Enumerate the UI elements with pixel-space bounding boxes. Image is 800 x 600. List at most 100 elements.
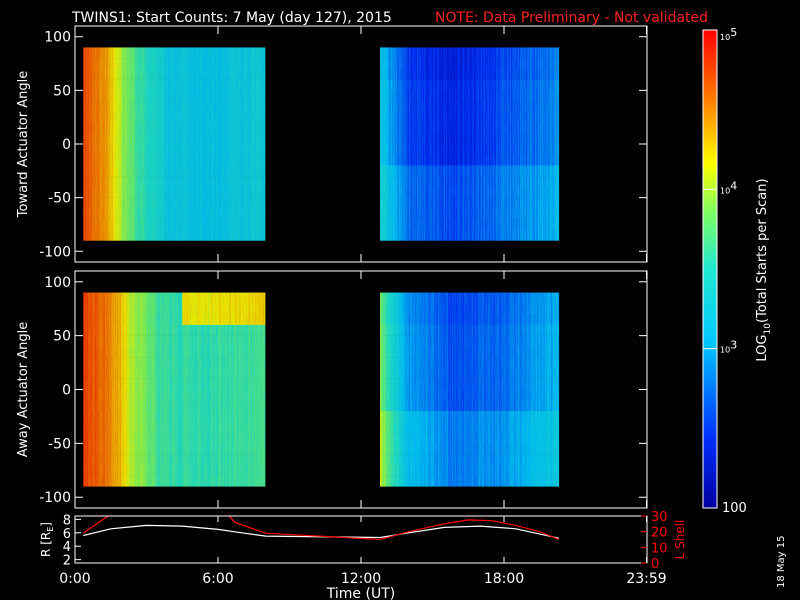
heatmap-cell [382, 144, 384, 155]
heatmap-cell [395, 122, 397, 134]
heatmap-cell [430, 144, 432, 155]
heatmap-cell [463, 165, 465, 177]
heatmap-cell [247, 219, 249, 230]
heatmap-cell [163, 197, 165, 209]
heatmap-cell [216, 165, 218, 177]
heatmap-cell [103, 219, 105, 230]
heatmap-cell [160, 186, 162, 198]
heatmap-cell [235, 79, 237, 91]
heatmap-cell [241, 229, 243, 241]
heatmap-cell [466, 165, 468, 177]
heatmap-cell [453, 79, 455, 91]
heatmap-cell [445, 154, 447, 166]
heatmap-cell [469, 197, 471, 209]
heatmap-cell [463, 197, 465, 209]
heatmap-cell [241, 58, 243, 70]
heatmap-cell [120, 58, 122, 70]
heatmap-cell [185, 208, 187, 220]
heatmap-cell [396, 197, 398, 209]
heatmap-cell [128, 68, 130, 80]
heatmap-cell [172, 133, 174, 145]
heatmap-cell [120, 229, 122, 241]
heatmap-cell [242, 79, 244, 91]
heatmap-cell [99, 90, 101, 102]
heatmap-cell [137, 68, 139, 80]
heatmap-cell [133, 122, 135, 134]
heatmap-cell [217, 101, 219, 112]
heatmap-cell [387, 47, 389, 59]
heatmap-cell [171, 111, 173, 123]
heatmap-cell [433, 176, 435, 188]
heatmap-cell [437, 176, 439, 188]
heatmap-cell [441, 111, 443, 123]
heatmap-cell [83, 90, 85, 102]
heatmap-cell [422, 176, 424, 188]
heatmap-cell [244, 90, 246, 102]
heatmap-cell [421, 133, 423, 145]
heatmap-cell [149, 133, 151, 145]
heatmap-cell [107, 186, 109, 198]
heatmap-cell [255, 111, 257, 123]
heatmap-cell [417, 47, 419, 59]
heatmap-cell [135, 133, 137, 145]
heatmap-cell [169, 219, 171, 230]
heatmap-cell [187, 208, 189, 220]
heatmap-cell [420, 165, 422, 177]
heatmap-cell [393, 144, 395, 155]
heatmap-cell [167, 229, 169, 241]
heatmap-cell [138, 101, 140, 112]
heatmap-cell [229, 122, 231, 134]
heatmap-cell [119, 208, 121, 220]
heatmap-cell [152, 90, 154, 102]
heatmap-cell [235, 144, 237, 155]
heatmap-cell [116, 79, 118, 91]
heatmap-cell [387, 176, 389, 188]
heatmap-cell [459, 58, 461, 70]
heatmap-cell [408, 133, 410, 145]
heatmap-cell [134, 101, 136, 112]
heatmap-cell [425, 154, 427, 166]
heatmap-cell [226, 176, 228, 188]
heatmap-cell [386, 186, 388, 198]
heatmap-cell [122, 197, 124, 209]
heatmap-cell [464, 68, 466, 80]
heatmap-cell [403, 122, 405, 134]
heatmap-cell [258, 229, 260, 241]
heatmap-cell [436, 229, 438, 241]
heatmap-cell [151, 79, 153, 91]
heatmap-cell [229, 197, 231, 209]
heatmap-cell [431, 176, 433, 188]
heatmap-cell [153, 197, 155, 209]
heatmap-cell [401, 208, 403, 220]
heatmap-cell [90, 68, 92, 80]
heatmap-cell [216, 79, 218, 91]
heatmap-cell [115, 208, 117, 220]
heatmap-cell [397, 197, 399, 209]
heatmap-cell [137, 90, 139, 102]
heatmap-cell [422, 122, 424, 134]
heatmap-cell [424, 101, 426, 112]
heatmap-cell [169, 144, 171, 155]
heatmap-cell [441, 219, 443, 230]
heatmap-cell [441, 58, 443, 70]
heatmap-cell [397, 229, 399, 241]
heatmap-cell [238, 208, 240, 220]
heatmap-cell [442, 229, 444, 241]
heatmap-cell [109, 219, 111, 230]
heatmap-cell [227, 144, 229, 155]
heatmap-cell [408, 176, 410, 188]
heatmap-cell [111, 101, 113, 112]
heatmap-cell [165, 111, 167, 123]
heatmap-cell [445, 229, 447, 241]
heatmap-cell [211, 208, 213, 220]
heatmap-cell [134, 154, 136, 166]
heatmap-cell [168, 154, 170, 166]
heatmap-cell [470, 47, 472, 59]
heatmap-cell [188, 208, 190, 220]
heatmap-cell [173, 111, 175, 123]
heatmap-cell [470, 165, 472, 177]
heatmap-cell [171, 165, 173, 177]
heatmap-cell [94, 47, 96, 59]
heatmap-cell [140, 176, 142, 188]
heatmap-cell [152, 79, 154, 91]
